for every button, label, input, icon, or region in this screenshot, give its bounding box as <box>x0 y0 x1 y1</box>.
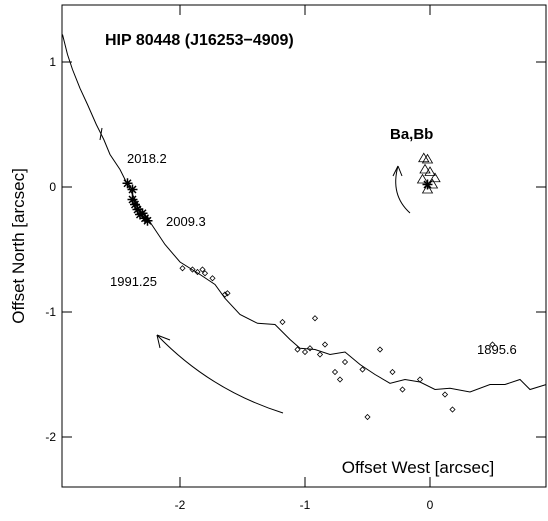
triangle-point <box>418 152 430 163</box>
arrowhead <box>392 165 403 177</box>
annotation: 2018.2 <box>127 151 167 166</box>
triangle-point <box>421 153 434 164</box>
annotation: 1895.6 <box>477 342 517 357</box>
diamond-point <box>399 386 406 393</box>
star-point <box>135 209 145 220</box>
y-tick-label: 1 <box>49 55 56 69</box>
diamond-point <box>364 413 371 421</box>
diamond-point <box>316 351 324 358</box>
plot-frame <box>61 4 547 488</box>
diamond-point <box>194 268 201 276</box>
diamond-point <box>341 358 349 366</box>
diamond-point <box>489 341 496 348</box>
diamond-point <box>199 266 206 273</box>
star-point <box>142 215 153 226</box>
y-tick-label: -2 <box>45 430 56 444</box>
orbit-line <box>62 34 547 393</box>
diamond-point <box>336 376 344 383</box>
diamond-point <box>224 290 231 297</box>
diamond-point <box>449 406 456 413</box>
triangle-point <box>416 173 429 184</box>
x-tick-label: -2 <box>175 498 186 512</box>
diamond-point <box>294 346 301 353</box>
diamond-point <box>359 366 366 373</box>
x-tick-label: 0 <box>427 498 434 512</box>
diamond-point <box>441 391 449 398</box>
diamond-point <box>311 315 319 322</box>
star-point <box>137 208 148 219</box>
diamond-point <box>279 318 286 326</box>
diamond-point <box>331 368 339 376</box>
annotation: 1991.25 <box>110 274 157 289</box>
chart-title: HIP 80448 (J16253−4909) <box>105 32 294 49</box>
annotation: 2009.3 <box>166 214 206 229</box>
diamond-point <box>209 275 216 282</box>
diamond-point <box>306 345 314 352</box>
diamond-point <box>389 368 396 376</box>
diamond-point <box>189 266 196 273</box>
star-point <box>422 179 433 190</box>
diamond-point <box>416 376 424 383</box>
motion-arrow <box>395 165 411 214</box>
arrowhead <box>156 334 171 349</box>
diamond-point <box>376 346 384 353</box>
diamond-point <box>201 270 209 277</box>
motion-arrow <box>156 334 284 414</box>
x-tick-label: -1 <box>300 498 311 512</box>
triangle-point <box>429 172 441 183</box>
x-axis-label: Offset West [arcsec] <box>342 458 494 477</box>
star-point <box>130 199 140 210</box>
triangle-point <box>424 166 436 176</box>
diamond-point <box>179 265 186 272</box>
diamond-point <box>301 348 309 356</box>
annotation: Ba,Bb <box>390 126 433 143</box>
y-axis-label: Offset North [arcsec] <box>9 168 28 324</box>
triangle-point <box>421 183 434 194</box>
star-point <box>127 194 138 205</box>
triangle-point <box>419 163 431 174</box>
y-tick-label: -1 <box>45 305 56 319</box>
y-tick-label: 0 <box>49 180 56 194</box>
star-point <box>132 204 143 215</box>
star-point <box>127 184 138 195</box>
diamond-point <box>321 341 329 348</box>
diamond-point <box>221 291 229 298</box>
star-point <box>122 178 133 189</box>
